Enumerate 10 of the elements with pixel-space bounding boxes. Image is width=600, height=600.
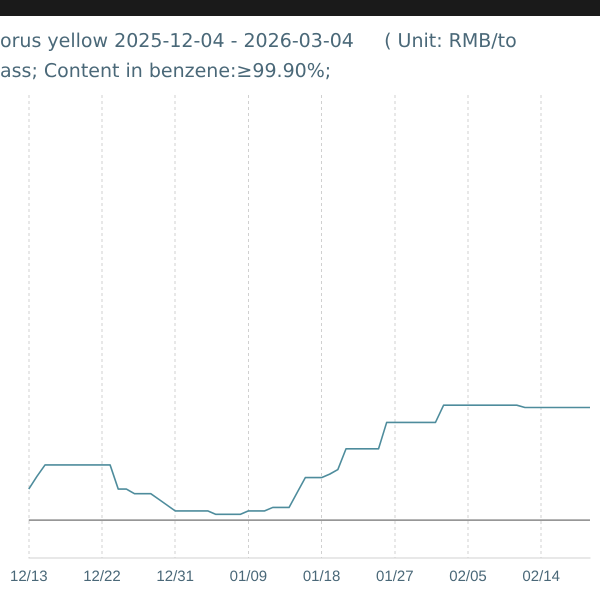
x-tick-label: 01/09 xyxy=(230,568,268,586)
x-tick-label: 12/13 xyxy=(10,568,48,586)
x-tick-label: 12/31 xyxy=(156,568,194,586)
x-tick-label: 01/27 xyxy=(376,568,414,586)
x-tick-label: 01/18 xyxy=(302,568,340,586)
x-tick-label: 02/14 xyxy=(522,568,560,586)
x-tick-label: 02/05 xyxy=(449,568,487,586)
chart-subtitle: ass; Content in benzene:≥99.90%; xyxy=(0,60,332,82)
x-tick-label: 12/22 xyxy=(83,568,121,586)
chart-title: orus yellow 2025-12-04 - 2026-03-04 ( Unit: RMB/to xyxy=(0,30,517,52)
